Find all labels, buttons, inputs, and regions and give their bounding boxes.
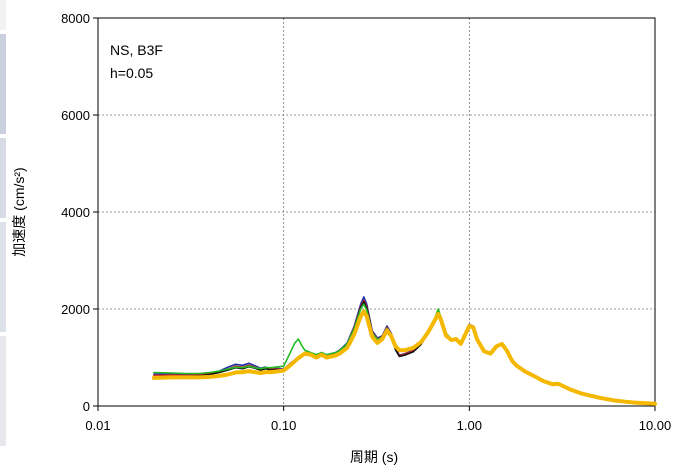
y-tick-label: 4000 [61, 205, 90, 220]
y-tick-label: 0 [83, 399, 90, 414]
x-tick-label: 10.00 [639, 418, 672, 433]
left-edge-strip [0, 0, 6, 450]
left-edge-segment [0, 222, 6, 332]
annotation-location: NS, B3F [110, 42, 163, 58]
axis-ticks: 0 2000 4000 6000 8000 0.01 0.10 1.00 10.00 [61, 11, 671, 433]
left-edge-segment [0, 138, 6, 218]
y-tick-label: 2000 [61, 302, 90, 317]
annotation-damping: h=0.05 [110, 65, 153, 81]
x-axis-label: 周期 (s) [350, 449, 398, 465]
left-edge-segment [0, 34, 6, 134]
grid-lines [98, 18, 655, 406]
series-group [151, 296, 657, 406]
series-line-3 [153, 300, 656, 405]
left-edge-segment [0, 336, 6, 446]
series-line-5 [151, 309, 657, 406]
x-tick-label: 0.10 [271, 418, 296, 433]
left-edge-segment [0, 0, 6, 30]
y-tick-label: 6000 [61, 108, 90, 123]
y-axis-label: 加速度 (cm/s²) [11, 167, 27, 256]
x-tick-label: 1.00 [457, 418, 482, 433]
y-tick-label: 8000 [61, 11, 90, 26]
x-tick-label: 0.01 [85, 418, 110, 433]
